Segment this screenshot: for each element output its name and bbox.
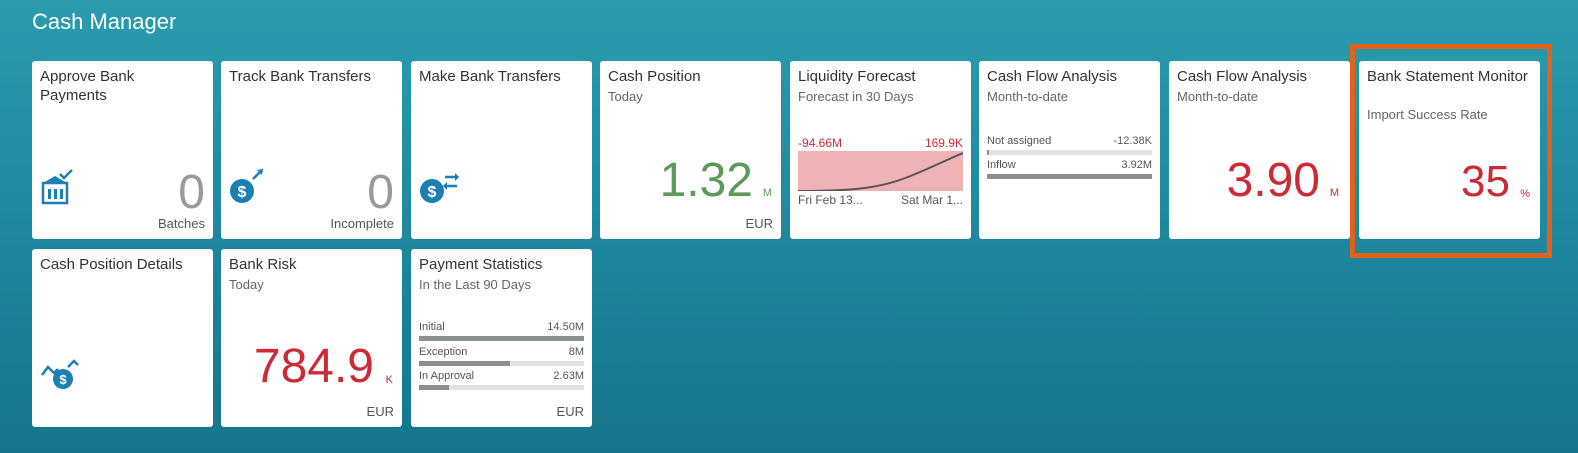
tile-cash-position-details[interactable]: Cash Position Details $: [32, 249, 213, 427]
bar-label: Exception: [419, 346, 468, 358]
tile-subtitle: Forecast in 30 Days: [798, 89, 914, 104]
tile-liquidity-forecast[interactable]: Liquidity Forecast Forecast in 30 Days -…: [790, 61, 971, 239]
kpi-value: 3.90: [1226, 154, 1320, 207]
svg-text:$: $: [59, 372, 67, 387]
bar-row-initial: Initial 14.50M: [419, 321, 584, 343]
bar-row-in-approval: In Approval 2.63M: [419, 370, 584, 392]
money-trend-icon: $: [41, 359, 79, 389]
kpi-value: 35: [1461, 157, 1510, 206]
bar-fill: [987, 174, 1152, 179]
bank-building-check-icon: [41, 169, 73, 205]
incomplete-count: 0: [367, 166, 394, 219]
tile-title: Bank Statement Monitor: [1367, 68, 1528, 85]
forecast-end-value: 169.9K: [924, 136, 963, 150]
bar-value: 2.63M: [553, 370, 584, 382]
kpi-value: 1.32: [659, 154, 753, 207]
svg-text:$: $: [238, 184, 247, 201]
tile-subtitle: In the Last 90 Days: [419, 277, 532, 292]
bar-fill: [987, 150, 989, 155]
tile-title: Cash Flow Analysis: [987, 68, 1118, 85]
tile-footer: EUR: [556, 404, 584, 419]
tile-title: Liquidity Forecast: [798, 68, 916, 85]
bar-fill: [419, 336, 584, 341]
tile-bank-risk[interactable]: Bank Risk Today 784.9 K EUR: [221, 249, 402, 427]
kpi-unit: %: [1520, 188, 1530, 200]
tile-title: Payment Statistics: [419, 256, 543, 273]
tile-track-bank-transfers[interactable]: Track Bank Transfers $ 0 Incomplete: [221, 61, 402, 239]
bar-value: 14.50M: [547, 321, 584, 333]
bar-label: Not assigned: [987, 135, 1052, 147]
bar-label: In Approval: [419, 370, 475, 382]
forecast-start-date: Fri Feb 13...: [798, 193, 863, 207]
page-title: Cash Manager: [32, 9, 177, 34]
tile-title: Cash Flow Analysis: [1177, 68, 1308, 85]
bar-label: Inflow: [987, 159, 1016, 171]
svg-text:$: $: [428, 184, 437, 201]
tile-cash-flow-analysis-kpi[interactable]: Cash Flow Analysis Month-to-date 3.90 M: [1169, 61, 1350, 239]
highlight-frame: [1350, 44, 1552, 258]
tile-bank-statement-monitor[interactable]: Bank Statement Monitor Import Success Ra…: [1359, 61, 1540, 239]
tile-cash-flow-analysis-bars[interactable]: Cash Flow Analysis Month-to-date Not ass…: [979, 61, 1160, 239]
tile-title: Bank Risk: [229, 256, 297, 273]
tile-title: Make Bank Transfers: [419, 68, 561, 85]
bar-fill: [419, 385, 449, 390]
bar-value: 3.92M: [1121, 159, 1152, 171]
forecast-end-date: Sat Mar 1...: [900, 193, 963, 207]
tile-subtitle: Import Success Rate: [1367, 107, 1488, 122]
tile-footer: Incomplete: [330, 216, 394, 231]
tile-title: Cash Position: [608, 68, 701, 85]
tile-subtitle: Today: [608, 89, 643, 104]
forecast-start-value: -94.66M: [798, 136, 843, 150]
tile-title: Track Bank Transfers: [229, 68, 371, 85]
tile-footer: EUR: [366, 404, 394, 419]
tile-footer: Batches: [158, 216, 205, 231]
tile-subtitle: Today: [229, 277, 264, 292]
tile-approve-bank-payments[interactable]: Approve Bank Payments 0 Batches: [32, 61, 213, 239]
tile-subtitle: Month-to-date: [987, 89, 1068, 104]
tile-payment-statistics[interactable]: Payment Statistics In the Last 90 Days I…: [411, 249, 592, 427]
bar-row-inflow: Inflow 3.92M: [987, 159, 1152, 181]
tile-title: Cash Position Details: [40, 256, 183, 273]
bar-row-exception: Exception 8M: [419, 346, 584, 368]
tile-make-bank-transfers[interactable]: Make Bank Transfers $: [411, 61, 592, 239]
bar-value: -12.38K: [1113, 135, 1152, 147]
forecast-sparkline: [798, 151, 963, 191]
kpi-unit: M: [762, 187, 772, 199]
tile-footer: EUR: [745, 216, 773, 231]
tile-subtitle: Month-to-date: [1177, 89, 1258, 104]
bar-value: 8M: [568, 346, 584, 358]
money-transfer-icon: $: [420, 173, 459, 203]
bar-label: Initial: [419, 321, 445, 333]
bar-row-not-assigned: Not assigned -12.38K: [987, 135, 1152, 157]
kpi-value: 784.9: [253, 340, 374, 393]
bar-fill: [419, 361, 510, 366]
tile-cash-position[interactable]: Cash Position Today 1.32 M EUR: [600, 61, 781, 239]
tile-title: Approve Bank Payments: [40, 68, 135, 104]
batches-count: 0: [178, 166, 205, 219]
kpi-unit: M: [1329, 187, 1339, 199]
kpi-unit: K: [385, 374, 393, 386]
money-arrow-icon: $: [230, 169, 263, 203]
